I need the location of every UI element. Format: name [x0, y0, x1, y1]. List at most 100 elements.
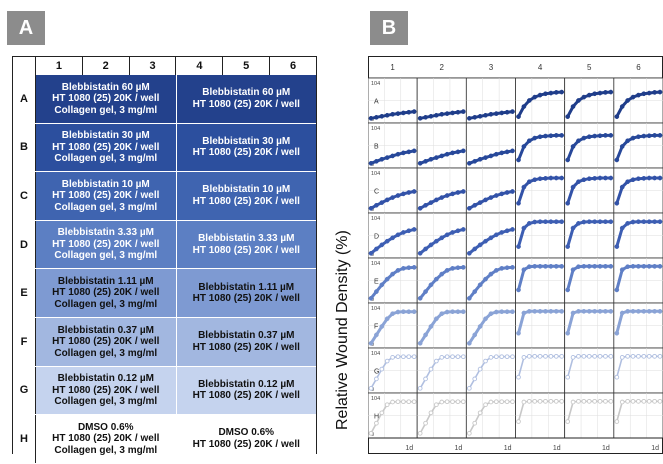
- data-point: [499, 354, 505, 360]
- data-point: [374, 376, 379, 382]
- data-point: [384, 358, 390, 364]
- data-point: [516, 114, 521, 119]
- panel-a-badge: A: [7, 11, 45, 45]
- data-point: [619, 104, 625, 109]
- data-point: [460, 399, 466, 405]
- data-point: [472, 158, 478, 164]
- data-point: [603, 398, 608, 404]
- data-point: [652, 398, 657, 404]
- data-point: [630, 219, 636, 225]
- data-point: [636, 92, 641, 98]
- data-point: [504, 265, 510, 271]
- data-point: [384, 402, 390, 408]
- condition-cell-cols-4-6: Blebbistatin 1.11 µM HT 1080 (25) 20K / w…: [176, 269, 316, 317]
- data-point: [423, 202, 428, 208]
- data-point: [444, 232, 450, 238]
- data-point: [483, 155, 488, 160]
- data-point: [565, 157, 571, 163]
- data-point: [401, 354, 406, 360]
- data-point: [493, 354, 499, 360]
- data-point: [641, 176, 647, 181]
- plate-row-h: H DMSO 0.6% HT 1080 (25) 20K / well Collage…: [13, 415, 316, 464]
- condition-line: Collagen gel, 3 mg/ml: [54, 250, 158, 262]
- data-point: [641, 219, 647, 225]
- data-point: [608, 175, 614, 181]
- data-point: [434, 358, 439, 364]
- data-point: [390, 111, 395, 117]
- data-point: [488, 311, 494, 317]
- data-point: [483, 316, 488, 322]
- condition-line: Blebbistatin 3.33 µM: [198, 233, 295, 245]
- data-point: [499, 110, 505, 116]
- condition-line: Blebbistatin 1.11 µM: [198, 281, 295, 293]
- data-point: [384, 197, 390, 203]
- data-point: [608, 133, 614, 138]
- data-point: [619, 310, 625, 316]
- data-point: [379, 324, 385, 329]
- data-point: [504, 309, 510, 315]
- plot-row-label: E: [374, 279, 379, 286]
- data-point: [390, 235, 395, 241]
- condition-line: Blebbistatin 1.11 µM: [57, 275, 154, 287]
- column-label: 2: [83, 57, 130, 75]
- condition-line: HT 1080 (25) 20K / well: [52, 238, 160, 250]
- data-point: [625, 138, 630, 144]
- data-point: [516, 200, 521, 206]
- data-point: [619, 144, 625, 149]
- data-point: [477, 242, 483, 248]
- condition-line: HT 1080 (25) 20K / well: [52, 93, 160, 105]
- data-point: [603, 353, 608, 359]
- data-point: [466, 385, 472, 391]
- data-point: [657, 175, 663, 181]
- condition-line: HT 1080 (25) 20K / well: [52, 287, 160, 299]
- data-point: [652, 90, 657, 95]
- data-point: [603, 308, 608, 314]
- data-point: [411, 265, 417, 270]
- data-point: [597, 90, 603, 96]
- data-point: [537, 92, 543, 98]
- data-point: [630, 135, 636, 141]
- data-point: [657, 398, 663, 404]
- data-point: [406, 190, 412, 195]
- data-point: [646, 219, 652, 225]
- condition-cell-cols-1-3: Blebbistatin 1.11 µM HT 1080 (25) 20K / w…: [36, 269, 177, 317]
- data-point: [444, 111, 450, 116]
- data-point: [543, 308, 548, 314]
- data-point: [384, 112, 390, 118]
- data-point: [586, 353, 592, 359]
- data-point: [466, 160, 472, 166]
- row-label: C: [13, 172, 36, 220]
- data-point: [466, 340, 472, 346]
- condition-line: Blebbistatin 30 µM: [61, 130, 150, 142]
- data-point: [636, 353, 641, 359]
- x-tick-label: 1d: [602, 445, 610, 452]
- column-label: 4: [176, 57, 224, 75]
- data-point: [646, 308, 652, 314]
- data-point: [619, 355, 625, 360]
- condition-cell-cols-1-3: DMSO 0.6% HT 1080 (25) 20K / well Collagen…: [36, 415, 177, 463]
- data-point: [374, 202, 379, 208]
- data-point: [423, 376, 428, 382]
- data-point: [646, 90, 652, 96]
- condition-cell-cols-4-6: Blebbistatin 30 µM HT 1080 (25) 20K / wel…: [176, 123, 316, 172]
- data-point: [488, 111, 494, 117]
- condition-cell-cols-4-6: Blebbistatin 10 µM HT 1080 (25) 20K / wel…: [176, 172, 316, 220]
- data-point: [630, 398, 636, 404]
- data-point: [526, 98, 532, 103]
- data-point: [401, 309, 406, 315]
- condition-line: Collagen gel, 3 mg/ml: [54, 298, 158, 310]
- data-point: [411, 189, 417, 194]
- data-point: [521, 144, 527, 149]
- data-point: [504, 190, 510, 195]
- data-point: [548, 133, 554, 139]
- data-point: [450, 230, 455, 235]
- data-point: [455, 399, 461, 405]
- data-point: [368, 160, 374, 166]
- data-point: [374, 289, 379, 294]
- data-point: [374, 158, 379, 164]
- condition-cell-cols-4-6: DMSO 0.6% HT 1080 (25) 20K / well: [176, 415, 316, 463]
- panel-b-badge: B: [370, 11, 408, 45]
- condition-line: Blebbistatin 30 µM: [202, 135, 291, 147]
- data-point: [368, 340, 374, 346]
- data-point: [460, 265, 466, 270]
